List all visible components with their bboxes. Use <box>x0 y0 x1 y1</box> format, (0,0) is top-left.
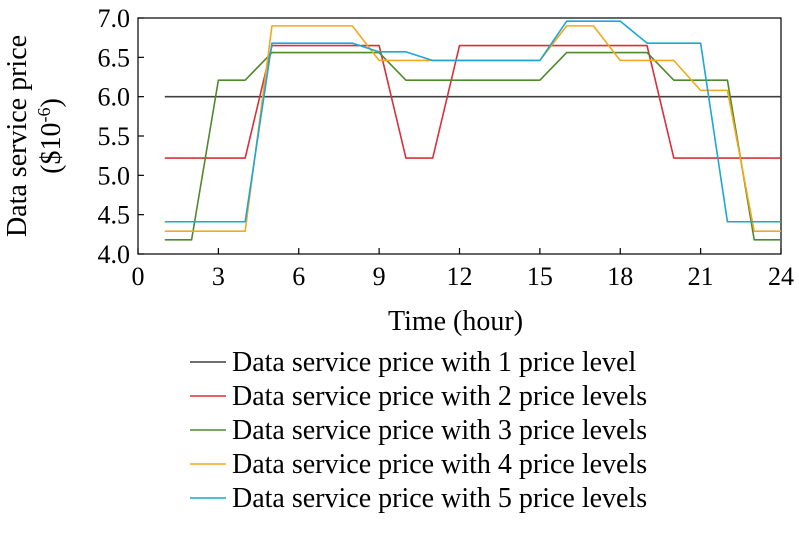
y-tick-label: 6.5 <box>98 43 131 72</box>
legend-label-1: Data service price with 1 price level <box>232 347 636 378</box>
legend: Data service price with 1 price levelDat… <box>190 347 647 514</box>
axes: 0 3 6 9 12 15 18 21 24 4.0 4.5 5.0 5.5 6.0 6.5 7.0 Time … <box>2 4 794 337</box>
legend-label-5: Data service price with 5 price levels <box>232 483 647 514</box>
y-axis-unit-prefix: ($10 <box>36 123 67 174</box>
x-tick-label: 12 <box>447 262 473 291</box>
y-axis-unit-exponent: -6 <box>34 108 54 123</box>
y-tick-label: 5.0 <box>98 161 131 190</box>
y-axis-unit-suffix: ) <box>36 98 67 107</box>
x-tick-label: 9 <box>373 262 386 291</box>
y-tick-label: 7.0 <box>98 4 131 33</box>
y-tick-label: 6.0 <box>98 83 131 112</box>
x-tick-label: 6 <box>292 262 305 291</box>
x-axis-title: Time (hour) <box>388 306 523 337</box>
y-tick-label: 4.5 <box>98 201 131 230</box>
y-tick-label: 5.5 <box>98 122 131 151</box>
x-tick-label: 3 <box>212 262 225 291</box>
y-axis-unit: ($10-6) <box>34 98 67 174</box>
x-tick-label: 15 <box>527 262 553 291</box>
series-line-3 <box>164 51 781 241</box>
series-line-4 <box>164 25 781 232</box>
x-tick-label: 24 <box>768 262 794 291</box>
x-tick-label: 21 <box>688 262 714 291</box>
legend-label-3: Data service price with 3 price levels <box>232 415 647 446</box>
y-tick-label: 4.0 <box>98 240 131 269</box>
x-tick-label: 0 <box>132 262 145 291</box>
plot-frame <box>137 17 782 255</box>
y-axis-title: Data service price <box>2 35 33 237</box>
x-tick-label: 18 <box>607 262 633 291</box>
legend-label-4: Data service price with 4 price levels <box>232 449 647 480</box>
series-group <box>164 20 781 241</box>
legend-label-2: Data service price with 2 price levels <box>232 381 647 412</box>
series-line-5 <box>164 20 781 223</box>
series-line-2 <box>164 44 781 159</box>
